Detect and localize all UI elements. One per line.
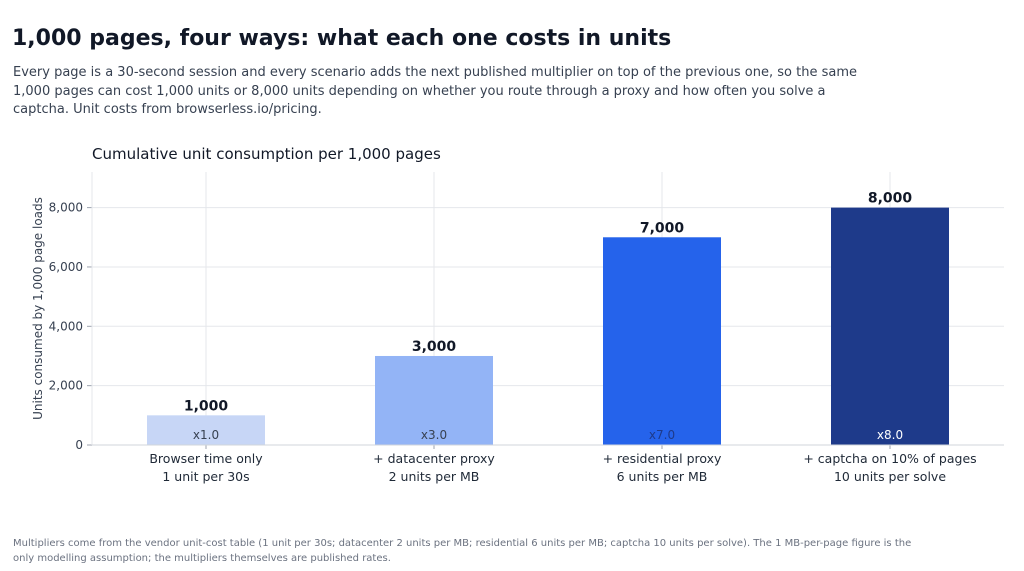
x-tick-label: + datacenter proxy <box>373 451 495 466</box>
page-subtitle: Every page is a 30-second session and ev… <box>13 65 857 117</box>
bar-value-label: 1,000 <box>184 398 229 414</box>
bar-multiplier-label: x8.0 <box>877 428 903 442</box>
bar-multiplier-label: x1.0 <box>193 428 219 442</box>
y-axis-label: Units consumed by 1,000 page loads <box>31 197 45 420</box>
x-tick-label: + residential proxy <box>603 451 722 466</box>
chart-title: Cumulative unit consumption per 1,000 pa… <box>92 145 441 163</box>
y-tick-label: 8,000 <box>49 201 83 215</box>
y-tick-label: 6,000 <box>49 260 83 274</box>
bar-multiplier-label: x7.0 <box>649 428 675 442</box>
footnote: Multipliers come from the vendor unit-co… <box>13 538 912 564</box>
y-tick-label: 0 <box>75 438 83 452</box>
y-tick-label: 4,000 <box>49 319 83 333</box>
x-tick-label: + captcha on 10% of pages <box>803 451 976 466</box>
bar-value-label: 3,000 <box>412 339 457 355</box>
x-tick-sublabel: 1 unit per 30s <box>162 469 249 484</box>
x-tick-label: Browser time only <box>149 451 263 466</box>
y-tick-label: 2,000 <box>49 379 83 393</box>
x-tick-sublabel: 2 units per MB <box>389 469 480 484</box>
bar <box>375 355 493 445</box>
x-tick-sublabel: 10 units per solve <box>834 469 946 484</box>
bar <box>147 415 265 445</box>
bar <box>831 207 949 445</box>
page-title: 1,000 pages, four ways: what each one co… <box>12 26 672 51</box>
bar-value-label: 8,000 <box>868 191 913 207</box>
bar-value-label: 7,000 <box>640 220 685 236</box>
x-tick-sublabel: 6 units per MB <box>617 469 708 484</box>
bar-multiplier-label: x3.0 <box>421 428 447 442</box>
bar <box>603 237 721 445</box>
